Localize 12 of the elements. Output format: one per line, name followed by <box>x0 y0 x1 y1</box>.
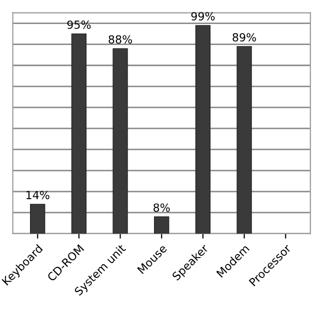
data-label: 8% <box>154 203 170 212</box>
data-label: 89% <box>232 33 256 42</box>
data-label: 88% <box>108 35 132 44</box>
bar <box>195 25 211 234</box>
bar <box>112 48 128 234</box>
bar <box>236 46 252 234</box>
data-label: 14% <box>26 190 50 200</box>
bar <box>154 216 170 234</box>
bar <box>71 33 87 234</box>
bar <box>30 204 46 234</box>
data-label: 99% <box>191 12 215 20</box>
data-label: 95% <box>67 20 91 29</box>
